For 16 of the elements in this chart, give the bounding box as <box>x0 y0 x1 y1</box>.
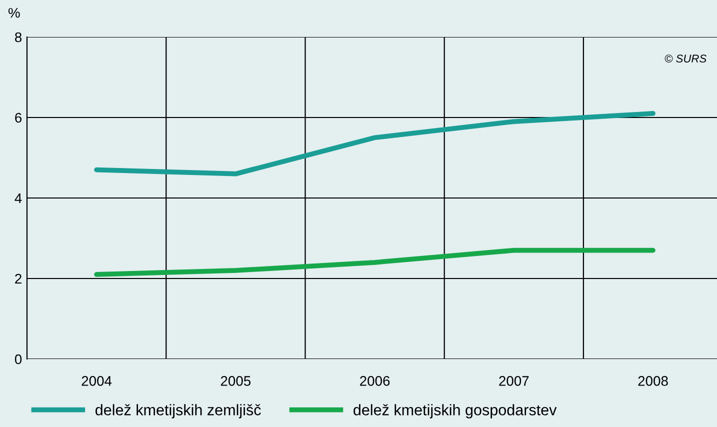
annotation: © SURS <box>664 54 707 63</box>
line-series <box>94 111 656 176</box>
y-tick-label: 2 <box>15 274 22 284</box>
y-tick-label: 4 <box>14 193 22 204</box>
legend-label: delež kmetijskih gospodarstev <box>354 404 557 418</box>
x-tick-label: 2004 <box>82 376 112 386</box>
x-tick-label: 2005 <box>220 376 251 386</box>
line-series <box>94 248 656 277</box>
x-tick-label: 2006 <box>360 376 390 386</box>
y-tick-label: 0 <box>14 354 22 364</box>
x-tick-label: 2008 <box>638 376 668 386</box>
legend-label: delež kmetijskih zemljišč <box>96 404 261 418</box>
y-tick-label: 8 <box>15 32 22 42</box>
x-tick-label: 2007 <box>499 376 529 386</box>
y-axis-title: % <box>8 8 20 18</box>
y-tick-label: 6 <box>15 112 22 123</box>
